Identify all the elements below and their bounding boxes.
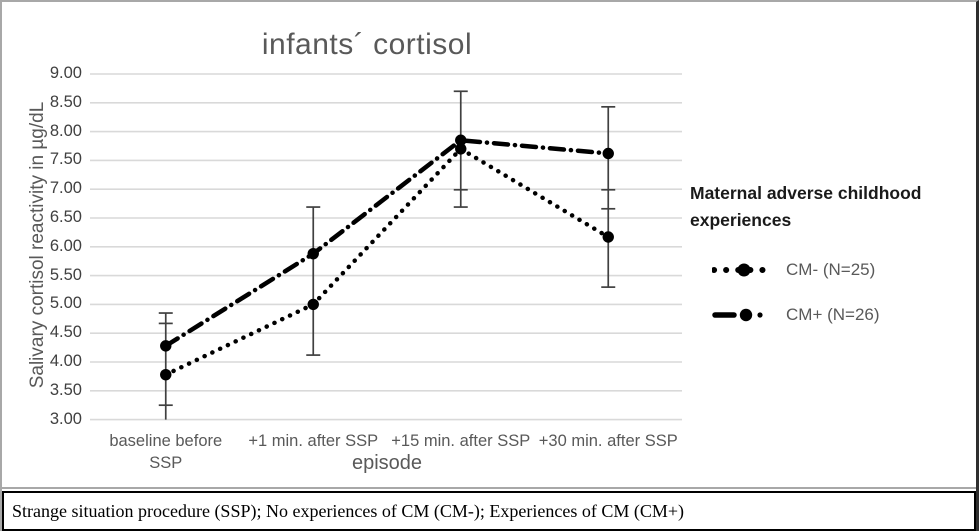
- data-point-marker: [455, 134, 467, 146]
- data-point-marker: [455, 143, 467, 155]
- y-tick-label: 9.00: [49, 64, 82, 82]
- dotted-line-marker-icon: [712, 263, 776, 277]
- x-tick-label: +15 min. after SSP: [391, 432, 531, 450]
- y-tick-label: 3.00: [49, 409, 82, 428]
- legend-glyph-shape: [739, 309, 753, 322]
- data-point-marker: [307, 298, 319, 311]
- data-point-marker: [602, 147, 614, 160]
- data-point-marker: [160, 368, 172, 381]
- chart-title: infants´ cortisol: [261, 28, 473, 61]
- y-tick-label: 4.50: [49, 323, 82, 342]
- dash-dot-line-marker-icon: [712, 309, 763, 322]
- legend-entry: CM+ (N=26): [690, 305, 972, 325]
- legend-title: Maternal adverse childhood experiences: [690, 183, 922, 231]
- plot-area: [90, 73, 682, 421]
- x-tick-label: +1 min. after SSP: [248, 432, 379, 450]
- y-tick-label: 6.50: [49, 208, 82, 226]
- y-tick-label: 7.00: [49, 179, 82, 198]
- series-line-cm-minus: [163, 146, 611, 377]
- caption-box: Strange situation procedure (SSP); No ex…: [2, 491, 976, 531]
- caption-text: Strange situation procedure (SSP); No ex…: [12, 500, 685, 521]
- legend-entry-label: CM- (N=25): [786, 260, 876, 280]
- x-tick-label: +30 min. after SSP: [538, 432, 678, 450]
- legend: Maternal adverse childhood experiences C…: [690, 180, 972, 350]
- y-tick-label: 5.00: [49, 294, 82, 313]
- data-point-marker: [602, 231, 614, 243]
- x-tick-label: baseline before SSP: [109, 432, 223, 473]
- x-axis-title: episode: [351, 452, 423, 474]
- chart-region: infants´ cortisol Salivary cortisol reac…: [2, 2, 976, 489]
- legend-entry: CM- (N=25): [690, 260, 972, 280]
- data-point-marker: [160, 340, 172, 352]
- legend-glyph-shape: [737, 263, 751, 277]
- legend-entries: CM- (N=25) CM+ (N=26): [690, 260, 972, 325]
- data-point-marker: [307, 248, 319, 260]
- legend-glyph-shape: [757, 312, 763, 318]
- legend-entry-label: CM+ (N=26): [786, 305, 880, 325]
- y-tick-label: 7.50: [49, 150, 82, 169]
- series-line-cm-plus: [163, 137, 611, 349]
- y-tick-label: 3.50: [49, 380, 82, 399]
- y-tick-label: 4.00: [49, 352, 82, 370]
- y-tick-label: 8.00: [49, 121, 82, 140]
- y-tick-label: 6.00: [49, 236, 82, 255]
- y-tick-label: 5.50: [49, 265, 82, 284]
- y-tick-label: 8.50: [49, 92, 82, 111]
